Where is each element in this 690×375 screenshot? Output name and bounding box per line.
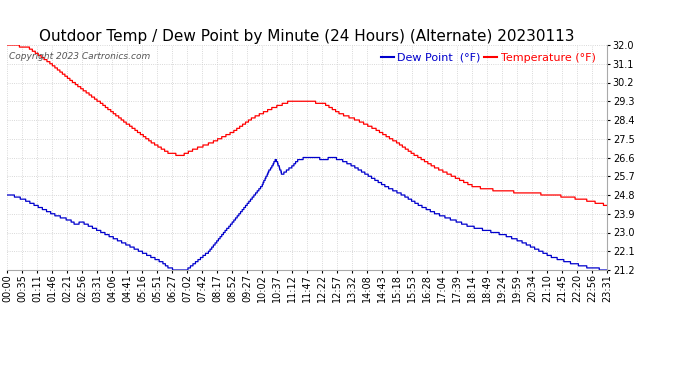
Title: Outdoor Temp / Dew Point by Minute (24 Hours) (Alternate) 20230113: Outdoor Temp / Dew Point by Minute (24 H… — [39, 29, 575, 44]
Text: Copyright 2023 Cartronics.com: Copyright 2023 Cartronics.com — [9, 52, 150, 61]
Legend: Dew Point  (°F), Temperature (°F): Dew Point (°F), Temperature (°F) — [381, 53, 595, 63]
